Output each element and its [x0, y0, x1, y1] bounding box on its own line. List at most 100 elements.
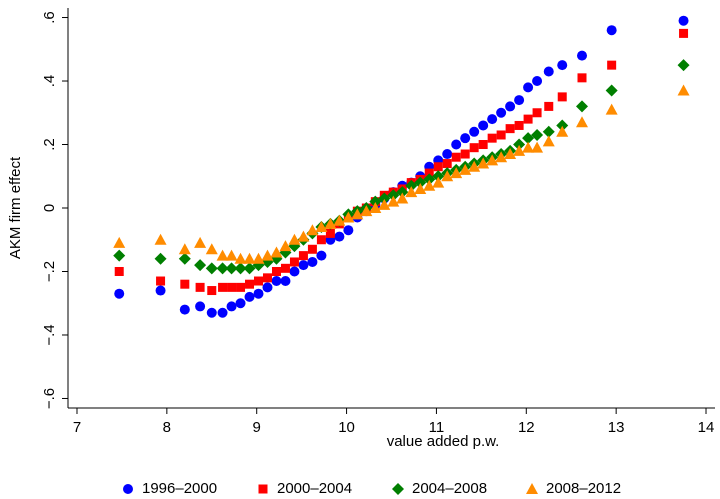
point	[469, 126, 480, 137]
point	[194, 236, 207, 248]
point	[343, 225, 354, 236]
point	[235, 298, 246, 309]
point	[607, 60, 617, 70]
point	[677, 59, 690, 72]
point	[298, 251, 308, 261]
legend-label: 1996–2000	[142, 480, 217, 497]
point	[542, 125, 555, 138]
point	[557, 92, 567, 102]
point	[252, 252, 265, 264]
point	[606, 25, 617, 36]
point	[523, 114, 533, 124]
point	[243, 262, 256, 275]
x-tick-label: 11	[429, 419, 445, 436]
y-axis-label: AKM firm effect	[7, 156, 24, 259]
point	[225, 262, 238, 275]
point	[289, 266, 300, 277]
point	[544, 101, 554, 111]
point	[178, 252, 191, 265]
point	[180, 279, 190, 289]
point	[378, 192, 391, 205]
point	[505, 101, 516, 112]
point	[333, 214, 346, 226]
y-tick-label: .6	[41, 11, 58, 24]
point	[154, 252, 167, 265]
point	[288, 233, 301, 245]
point	[442, 159, 452, 169]
point	[315, 221, 328, 233]
point	[396, 192, 409, 204]
point	[218, 282, 228, 292]
legend-label: 2008–2012	[546, 480, 621, 497]
point	[477, 157, 490, 169]
point	[271, 276, 282, 287]
legend-marker	[258, 484, 268, 494]
point	[216, 249, 229, 261]
point	[441, 170, 454, 182]
legend-marker	[392, 483, 404, 495]
point	[262, 273, 272, 283]
point	[451, 152, 461, 162]
point	[271, 266, 281, 276]
point	[469, 143, 479, 153]
point	[227, 282, 237, 292]
point	[495, 151, 508, 163]
point	[243, 252, 256, 264]
point	[414, 176, 427, 189]
point	[487, 133, 497, 143]
point	[194, 259, 207, 272]
point	[307, 256, 318, 267]
point	[424, 168, 434, 178]
point	[280, 263, 290, 273]
point	[324, 217, 337, 229]
point	[514, 120, 524, 130]
point	[334, 231, 345, 242]
point	[531, 128, 544, 141]
point	[244, 291, 255, 302]
point	[113, 249, 126, 262]
point	[432, 176, 445, 188]
point	[113, 236, 126, 248]
point	[216, 262, 229, 275]
legend-marker	[123, 484, 133, 494]
point	[433, 162, 443, 172]
point	[513, 144, 526, 156]
point	[486, 154, 499, 166]
point	[316, 250, 327, 261]
point	[442, 149, 453, 160]
point	[677, 84, 690, 96]
point	[245, 279, 255, 289]
point	[155, 285, 166, 296]
point	[207, 286, 217, 296]
point	[523, 82, 534, 93]
legend-label: 2004–2008	[412, 480, 487, 497]
point	[254, 276, 264, 286]
point	[450, 167, 463, 179]
x-tick-label: 8	[163, 419, 171, 436]
point	[225, 249, 238, 261]
x-tick-label: 9	[253, 419, 261, 436]
point	[262, 282, 273, 293]
point	[236, 282, 246, 292]
point	[522, 141, 535, 153]
point	[316, 235, 326, 245]
point	[178, 243, 191, 255]
point	[576, 100, 589, 113]
x-axis-label: value added p.w.	[387, 433, 500, 450]
point	[460, 133, 471, 144]
point	[532, 108, 542, 118]
y-tick-label: −.4	[41, 324, 58, 345]
point	[405, 186, 418, 198]
point	[298, 260, 309, 271]
point	[532, 76, 543, 87]
point	[679, 28, 689, 38]
point	[307, 244, 317, 254]
point	[556, 119, 569, 132]
point	[360, 205, 373, 217]
x-tick-label: 14	[698, 419, 715, 436]
point	[577, 73, 587, 83]
y-tick-label: 0	[41, 204, 58, 212]
point	[195, 301, 206, 312]
point	[605, 84, 618, 97]
point	[270, 246, 283, 258]
